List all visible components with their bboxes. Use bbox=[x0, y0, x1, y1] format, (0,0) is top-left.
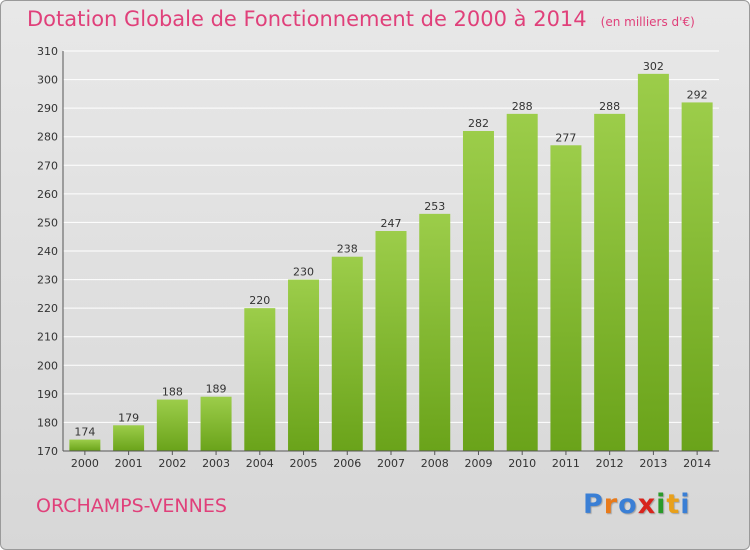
y-tick-label: 310 bbox=[37, 45, 58, 58]
data-label-2005: 230 bbox=[293, 266, 314, 279]
chart-title-text: Dotation Globale de Fonctionnement de 20… bbox=[27, 7, 587, 31]
bar-2009 bbox=[462, 131, 494, 451]
x-tick-label: 2001 bbox=[115, 457, 143, 470]
y-tick-label: 280 bbox=[37, 131, 58, 144]
bar-2010 bbox=[506, 113, 538, 451]
x-tick-label: 2014 bbox=[683, 457, 711, 470]
x-tick-label: 2003 bbox=[202, 457, 230, 470]
data-label-2013: 302 bbox=[643, 60, 664, 73]
proxiti-logo: Proxiti bbox=[583, 489, 691, 520]
y-tick-label: 190 bbox=[37, 388, 58, 401]
x-tick-label: 2010 bbox=[508, 457, 536, 470]
bar-2000 bbox=[69, 439, 101, 451]
bar-2012 bbox=[594, 113, 626, 451]
y-tick-label: 240 bbox=[37, 245, 58, 258]
logo-letter: t bbox=[666, 489, 681, 520]
y-tick-label: 210 bbox=[37, 331, 58, 344]
data-label-2006: 238 bbox=[337, 243, 358, 256]
bar-2001 bbox=[113, 425, 145, 451]
y-tick-label: 230 bbox=[37, 274, 58, 287]
data-label-2011: 277 bbox=[555, 131, 576, 144]
data-label-2012: 288 bbox=[599, 100, 620, 113]
bar-2007 bbox=[375, 231, 407, 451]
x-axis: 2000 2001 2002 2003 2004 2005 2006 2007 2008 2009… bbox=[71, 451, 711, 470]
data-label-2014: 292 bbox=[687, 88, 708, 101]
logo-letter: r bbox=[603, 489, 619, 520]
logo-letter: P bbox=[583, 489, 604, 520]
bar-2003 bbox=[200, 396, 232, 451]
y-tick-label: 300 bbox=[37, 74, 58, 87]
x-tick-label: 2004 bbox=[246, 457, 274, 470]
bar-2004 bbox=[244, 308, 276, 451]
data-label-2002: 188 bbox=[162, 386, 183, 399]
x-tick-label: 2013 bbox=[639, 457, 667, 470]
data-label-2004: 220 bbox=[249, 294, 270, 307]
y-tick-label: 290 bbox=[37, 102, 58, 115]
bar-2014 bbox=[681, 102, 713, 451]
logo-letter: o bbox=[618, 489, 638, 520]
bar-2013 bbox=[637, 73, 669, 451]
data-label-2000: 174 bbox=[74, 426, 95, 439]
commune-name: ORCHAMPS-VENNES bbox=[36, 495, 227, 517]
unit-note: (en milliers d'€) bbox=[600, 15, 695, 29]
data-label-2007: 247 bbox=[381, 217, 402, 230]
logo-letter: i bbox=[656, 489, 667, 520]
x-tick-label: 2008 bbox=[421, 457, 449, 470]
y-tick-label: 270 bbox=[37, 159, 58, 172]
data-label-2009: 282 bbox=[468, 117, 489, 130]
x-tick-label: 2000 bbox=[71, 457, 99, 470]
bar-2002 bbox=[156, 399, 188, 451]
data-label-2010: 288 bbox=[512, 100, 533, 113]
y-tick-label: 170 bbox=[37, 445, 58, 458]
bar-2005 bbox=[288, 279, 320, 451]
x-tick-label: 2002 bbox=[158, 457, 186, 470]
x-tick-label: 2011 bbox=[552, 457, 580, 470]
x-tick-label: 2012 bbox=[596, 457, 624, 470]
data-label-2008: 253 bbox=[424, 200, 445, 213]
x-tick-label: 2009 bbox=[464, 457, 492, 470]
logo-letter: x bbox=[637, 489, 657, 520]
bar-2011 bbox=[550, 145, 582, 452]
y-tick-label: 260 bbox=[37, 188, 58, 201]
x-tick-label: 2006 bbox=[333, 457, 361, 470]
bar-2008 bbox=[419, 213, 451, 451]
y-tick-label: 200 bbox=[37, 359, 58, 372]
x-tick-label: 2005 bbox=[290, 457, 318, 470]
y-tick-label: 220 bbox=[37, 302, 58, 315]
logo-letter: i bbox=[680, 489, 691, 520]
chart-title: Dotation Globale de Fonctionnement de 20… bbox=[27, 7, 695, 31]
y-tick-label: 180 bbox=[37, 416, 58, 429]
bar-2006 bbox=[331, 256, 363, 451]
data-label-2003: 189 bbox=[206, 383, 227, 396]
data-label-2001: 179 bbox=[118, 411, 139, 424]
bars: 174 179 188 189 220 230 238 247 253 282 288 277 288 3… bbox=[69, 60, 713, 452]
y-tick-label: 250 bbox=[37, 216, 58, 229]
x-tick-label: 2007 bbox=[377, 457, 405, 470]
